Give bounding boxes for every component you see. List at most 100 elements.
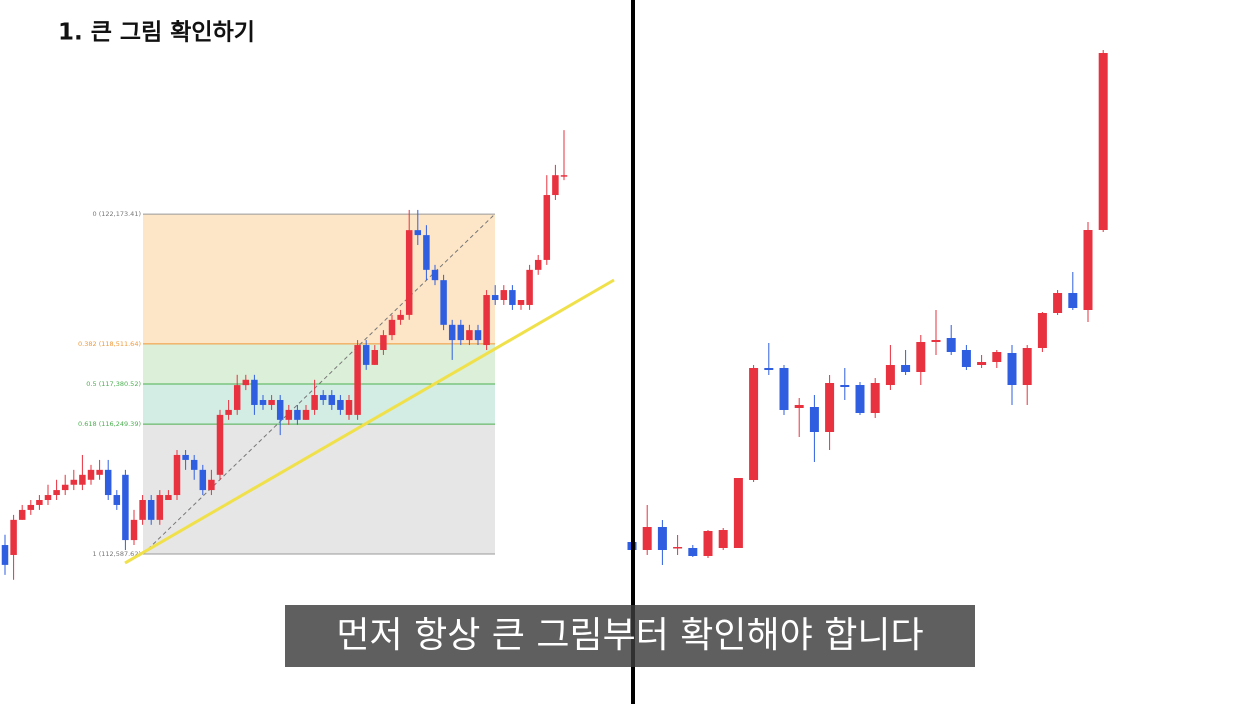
- candle-body: [70, 479, 78, 485]
- fib-zone: [143, 343, 495, 385]
- background-layer: 0 (122,173.41) 0.382 (118,511.64) 0.5 (117…: [78, 210, 495, 558]
- candle-body: [543, 195, 551, 260]
- candle-body: [216, 414, 224, 475]
- candle-body: [526, 269, 533, 305]
- candle-body: [96, 469, 103, 475]
- candle-body: [397, 314, 404, 320]
- candle-body: [809, 407, 819, 432]
- candle-body: [509, 290, 516, 305]
- candle-body: [251, 379, 258, 405]
- candle-body: [1037, 313, 1047, 348]
- subtitle-box: [285, 605, 975, 667]
- candle-body: [517, 300, 525, 305]
- candle-body: [431, 269, 439, 281]
- candle-body: [688, 548, 698, 556]
- candle-body: [328, 395, 336, 405]
- candle-body: [147, 500, 155, 520]
- candle-body: [703, 531, 713, 556]
- candle-body: [337, 400, 344, 410]
- candle-body: [946, 338, 956, 352]
- candle-body: [173, 454, 181, 496]
- candle-body: [27, 504, 35, 510]
- candle-body: [44, 495, 52, 500]
- candle-body: [139, 500, 146, 520]
- candle-body: [354, 345, 361, 415]
- candle-body: [362, 345, 370, 365]
- fib-zone: [143, 384, 495, 425]
- candle-body: [423, 235, 430, 270]
- candle-body: [242, 379, 250, 386]
- candle-body: [764, 368, 774, 370]
- candle-body: [885, 365, 895, 385]
- candle-body: [825, 383, 835, 432]
- candle-body: [276, 400, 284, 420]
- fib-label: 1 (112,587.62): [93, 550, 142, 558]
- candle-body: [779, 368, 789, 410]
- candle-body: [199, 469, 207, 491]
- candle-body: [104, 469, 112, 496]
- candle-body: [388, 319, 396, 336]
- trend-line: [124, 278, 615, 565]
- candle-body: [371, 350, 379, 365]
- divider: [631, 0, 635, 704]
- candle-body: [156, 495, 164, 520]
- candle-body: [977, 362, 987, 365]
- candle-body: [182, 454, 189, 460]
- candle-body: [491, 295, 499, 300]
- candle-body: [208, 479, 215, 491]
- candle-body: [405, 230, 413, 315]
- candle-body: [1007, 353, 1017, 385]
- candle-body: [560, 175, 568, 177]
- candle-body: [10, 519, 17, 555]
- candle-body: [225, 409, 232, 415]
- candle-body: [931, 340, 941, 342]
- candle-body: [1, 545, 9, 565]
- candle-body: [345, 400, 353, 415]
- candle-body: [500, 290, 508, 300]
- subtitle: 먼저 항상 큰 그림부터 확인해야 합니다: [336, 615, 923, 656]
- candle-body: [130, 519, 138, 541]
- candle-body: [302, 409, 310, 420]
- candle-body: [18, 509, 26, 520]
- candle-body: [448, 324, 456, 341]
- candle-body: [113, 495, 121, 505]
- candle-body: [552, 175, 559, 196]
- candle-body: [440, 280, 447, 325]
- candle-body: [414, 230, 422, 236]
- candle-body: [1068, 293, 1078, 308]
- candle-body: [87, 469, 95, 480]
- candle-body: [534, 259, 542, 270]
- fib-label: 0 (122,173.41): [93, 210, 142, 218]
- candle-body: [36, 500, 43, 505]
- candle-body: [380, 335, 387, 350]
- fib-zone: [143, 424, 495, 554]
- candle-body: [319, 395, 327, 400]
- candle-body: [61, 484, 69, 491]
- fib-label: 0.382 (118,511.64): [78, 340, 141, 348]
- candle-body: [457, 324, 465, 341]
- candle-body: [1053, 293, 1063, 313]
- candle-body: [1022, 348, 1032, 385]
- candle-body: [840, 385, 850, 387]
- candle-body: [53, 490, 60, 496]
- candle-body: [749, 368, 759, 480]
- candle-body: [794, 405, 804, 408]
- candle-body: [165, 495, 172, 500]
- candle-body: [916, 342, 926, 372]
- candle-body: [268, 400, 275, 405]
- candle-body: [992, 352, 1002, 362]
- title: 1. 큰 그림 확인하기: [58, 20, 255, 46]
- candle-body: [733, 478, 743, 548]
- candle-body: [474, 330, 482, 341]
- candle-body: [122, 474, 129, 541]
- candle-body: [233, 385, 241, 410]
- candle-body: [483, 295, 490, 346]
- candle-body: [642, 527, 652, 550]
- candle-body: [311, 395, 318, 410]
- candle-body: [466, 330, 473, 341]
- candle-body: [259, 400, 267, 405]
- fib-label: 0.618 (116,249.39): [78, 420, 141, 428]
- candle-body: [1083, 230, 1093, 310]
- candle-body: [294, 409, 301, 420]
